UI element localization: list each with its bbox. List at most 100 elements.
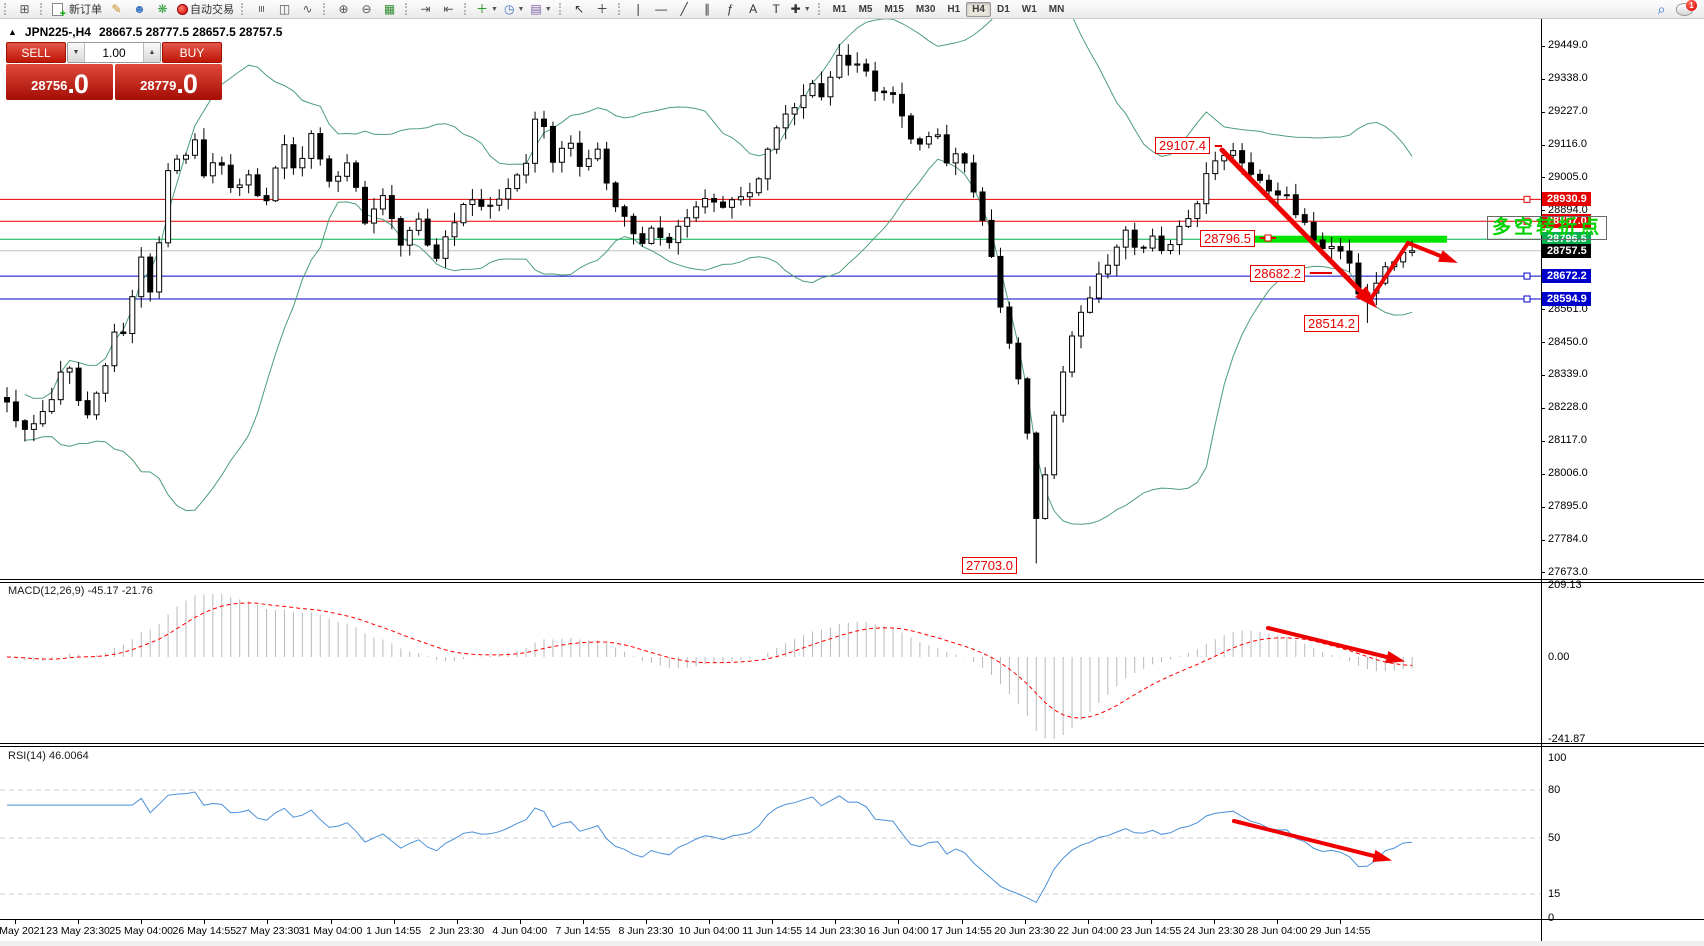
time-tick bbox=[1150, 920, 1152, 924]
time-label[interactable]: 16 Jun 04:00 bbox=[868, 925, 929, 937]
timeframe-button-m5[interactable]: M5 bbox=[858, 3, 873, 15]
templates-icon[interactable]: ▤ ▼ bbox=[527, 0, 554, 18]
cursor-icon[interactable]: ↖ bbox=[568, 0, 591, 18]
time-label[interactable]: 25 May 04:00 bbox=[109, 925, 174, 937]
mql5-community-icon[interactable]: ☻ bbox=[128, 0, 151, 18]
candlestick-plot[interactable] bbox=[0, 18, 1541, 579]
price-badge: 28757.5 bbox=[1542, 243, 1591, 258]
collapse-one-click-icon[interactable]: ▲ bbox=[8, 27, 17, 37]
timeframe-button-h4[interactable]: H4 bbox=[966, 1, 991, 17]
volume-input[interactable]: 1.00 bbox=[102, 45, 126, 60]
timeframe-button-d1[interactable]: D1 bbox=[996, 3, 1010, 15]
time-label[interactable]: 24 Jun 23:30 bbox=[1183, 925, 1245, 937]
hline-handle[interactable] bbox=[1523, 195, 1531, 203]
crosshair-icon[interactable]: ＋ bbox=[591, 0, 614, 18]
time-label[interactable]: 11 Jun 14:55 bbox=[742, 925, 803, 937]
trendline-icon[interactable]: ╱ bbox=[673, 0, 696, 18]
dropdown-arrow-icon[interactable]: ▼ bbox=[544, 5, 552, 13]
time-label[interactable]: 23 May 23:30 bbox=[46, 925, 110, 937]
hline-handle[interactable] bbox=[1523, 217, 1531, 225]
metaeditor-icon[interactable]: ✎ bbox=[105, 0, 128, 18]
turning-point-note[interactable]: 多空转折点 bbox=[1487, 216, 1608, 240]
rsi-plot[interactable] bbox=[0, 746, 1541, 919]
timeframe-button-mn[interactable]: MN bbox=[1048, 3, 1065, 15]
equidistant-channel-icon[interactable]: ∥ bbox=[696, 0, 719, 18]
text-label-icon[interactable]: T bbox=[765, 0, 788, 18]
cursor-icon: ↖ bbox=[574, 2, 585, 16]
timeframe-button-m1[interactable]: M1 bbox=[832, 3, 847, 15]
dropdown-arrow-icon[interactable]: ▼ bbox=[803, 5, 811, 13]
chart-shift-icon[interactable]: ⇤ bbox=[437, 0, 460, 18]
timeframe-button-w1[interactable]: W1 bbox=[1021, 3, 1037, 15]
time-label[interactable]: 8 Jun 23:30 bbox=[618, 925, 674, 937]
price-annotation-label[interactable]: 28796.5 bbox=[1200, 230, 1255, 247]
price-annotation-label[interactable]: 29107.4 bbox=[1155, 137, 1210, 154]
price-annotation-label[interactable]: 28514.2 bbox=[1304, 315, 1359, 332]
price-annotation-label[interactable]: 27703.0 bbox=[962, 557, 1017, 574]
text-icon[interactable]: A bbox=[742, 0, 765, 18]
buy-price-main: 28779 bbox=[140, 78, 177, 93]
price-annotation-label[interactable]: 28682.2 bbox=[1250, 265, 1305, 282]
dropdown-arrow-icon[interactable]: ▼ bbox=[491, 5, 498, 13]
tile-windows-icon[interactable]: ▦ bbox=[378, 0, 401, 18]
buy-button[interactable]: BUY bbox=[162, 42, 222, 63]
time-label[interactable]: 14 Jun 23:30 bbox=[804, 925, 866, 937]
periods-icon[interactable]: ◷ ▼ bbox=[501, 0, 527, 18]
rsi-tick-label: 50 bbox=[1548, 831, 1561, 844]
signals-icon[interactable]: ❋ bbox=[151, 0, 174, 18]
price-tick bbox=[1541, 111, 1545, 113]
time-label[interactable]: 29 Jun 14:55 bbox=[1309, 925, 1371, 937]
timeframe-button-h1[interactable]: H1 bbox=[947, 3, 961, 15]
hline-handle[interactable] bbox=[1523, 272, 1531, 280]
arrows-icon[interactable]: ✚ ▼ bbox=[788, 0, 814, 18]
toolbar-grip bbox=[558, 3, 565, 15]
new-order-button[interactable]: 新订单 bbox=[49, 0, 105, 20]
signals-icon: ❋ bbox=[157, 2, 168, 16]
panel-divider[interactable] bbox=[0, 579, 1704, 580]
new-chart-icon[interactable]: ⊞ bbox=[13, 0, 36, 18]
time-label[interactable]: 2 Jun 23:30 bbox=[429, 925, 485, 937]
autotrading-button[interactable]: 自动交易 bbox=[174, 0, 237, 18]
zoom-in-icon[interactable]: ⊕ bbox=[332, 0, 355, 18]
time-label[interactable]: 28 Jun 04:00 bbox=[1246, 925, 1308, 937]
auto-scroll-icon[interactable]: ⇥ bbox=[414, 0, 437, 18]
buy-price[interactable]: 28779.0 bbox=[115, 64, 222, 100]
time-label[interactable]: 7 Jun 14:55 bbox=[555, 925, 611, 937]
horizontal-line-icon[interactable]: ― bbox=[650, 0, 673, 18]
search-icon[interactable]: ⌕ bbox=[1657, 0, 1666, 17]
candlestick-chart-icon[interactable]: ◫ bbox=[273, 0, 296, 18]
dropdown-arrow-icon[interactable]: ▼ bbox=[517, 5, 525, 13]
time-label[interactable]: 20 Jun 23:30 bbox=[994, 925, 1055, 937]
indicators-icon[interactable]: ＋ ▼ bbox=[473, 0, 501, 18]
time-label[interactable]: 23 Jun 14:55 bbox=[1120, 925, 1182, 937]
price-tick bbox=[1541, 473, 1545, 475]
sell-price[interactable]: 28756.0 bbox=[6, 64, 113, 100]
time-label[interactable]: 27 May 23:30 bbox=[235, 925, 300, 937]
volume-increase-button[interactable]: ▲ bbox=[143, 43, 160, 62]
time-label[interactable]: 31 May 04:00 bbox=[298, 925, 363, 937]
time-label[interactable]: 1 Jun 14:55 bbox=[366, 925, 422, 937]
panel-divider[interactable] bbox=[0, 743, 1704, 744]
price-badge: 28930.9 bbox=[1542, 192, 1591, 207]
panel-divider[interactable] bbox=[0, 746, 1704, 747]
bar-chart-icon[interactable]: ≡ bbox=[250, 0, 273, 18]
equidistant-channel-icon: ∥ bbox=[704, 2, 711, 16]
macd-plot[interactable] bbox=[0, 582, 1541, 743]
zoom-out-icon[interactable]: ⊖ bbox=[355, 0, 378, 18]
time-label[interactable]: 4 Jun 04:00 bbox=[492, 925, 548, 937]
time-label[interactable]: 26 May 14:55 bbox=[172, 925, 237, 937]
hline-handle[interactable] bbox=[1523, 295, 1531, 303]
vertical-line-icon[interactable]: ❘ bbox=[627, 0, 650, 18]
time-label[interactable]: 10 Jun 04:00 bbox=[678, 925, 740, 937]
notifications-button[interactable]: 1 bbox=[1673, 0, 1697, 18]
time-label[interactable]: 22 Jun 04:00 bbox=[1057, 925, 1119, 937]
line-chart-icon[interactable]: ∿ bbox=[296, 0, 319, 18]
panel-divider[interactable] bbox=[0, 582, 1704, 583]
time-label[interactable]: 20 May 2021 bbox=[0, 925, 46, 937]
sell-button[interactable]: SELL bbox=[6, 42, 66, 63]
timeframe-button-m30[interactable]: M30 bbox=[915, 3, 936, 15]
volume-decrease-button[interactable]: ▼ bbox=[68, 43, 85, 62]
timeframe-button-m15[interactable]: M15 bbox=[884, 3, 904, 15]
fibonacci-icon[interactable]: ƒ bbox=[719, 0, 742, 18]
time-label[interactable]: 17 Jun 14:55 bbox=[931, 925, 992, 937]
